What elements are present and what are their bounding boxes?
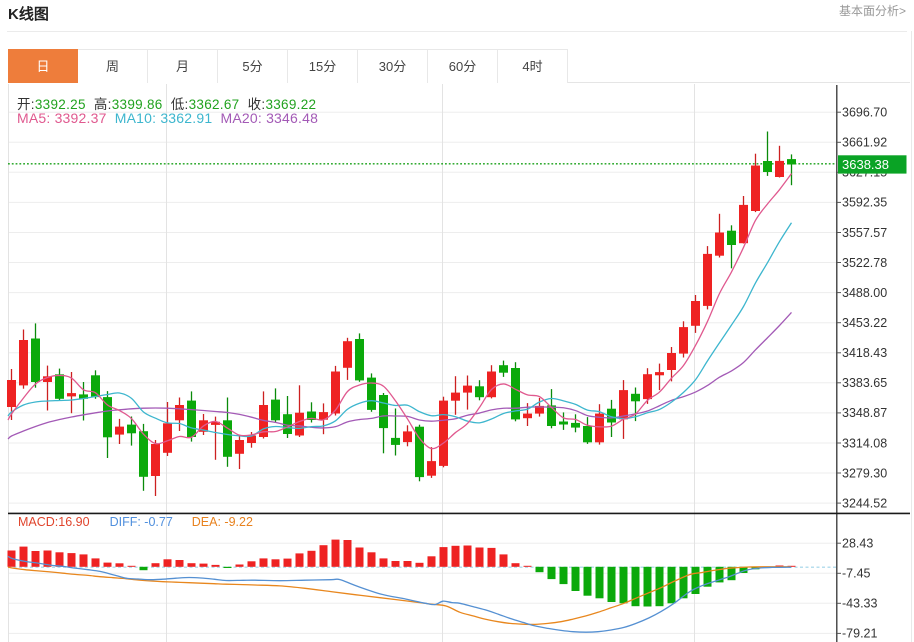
svg-text:-7.45: -7.45 (842, 567, 871, 581)
svg-text:3314.08: 3314.08 (842, 436, 887, 450)
svg-text:3592.35: 3592.35 (842, 196, 887, 210)
svg-text:28.43: 28.43 (842, 537, 873, 551)
svg-text:3348.87: 3348.87 (842, 406, 887, 420)
svg-text:3661.92: 3661.92 (842, 136, 887, 150)
svg-text:3696.70: 3696.70 (842, 106, 887, 120)
svg-text:3418.43: 3418.43 (842, 346, 887, 360)
svg-text:3557.57: 3557.57 (842, 226, 887, 240)
svg-text:3638.38: 3638.38 (842, 157, 889, 172)
svg-text:3383.65: 3383.65 (842, 376, 887, 390)
svg-text:-43.33: -43.33 (842, 597, 877, 611)
svg-text:-79.21: -79.21 (842, 627, 877, 641)
svg-text:3522.78: 3522.78 (842, 256, 887, 270)
svg-text:3488.00: 3488.00 (842, 286, 887, 300)
svg-text:3279.30: 3279.30 (842, 466, 887, 480)
svg-text:3453.22: 3453.22 (842, 316, 887, 330)
svg-text:3244.52: 3244.52 (842, 496, 887, 510)
